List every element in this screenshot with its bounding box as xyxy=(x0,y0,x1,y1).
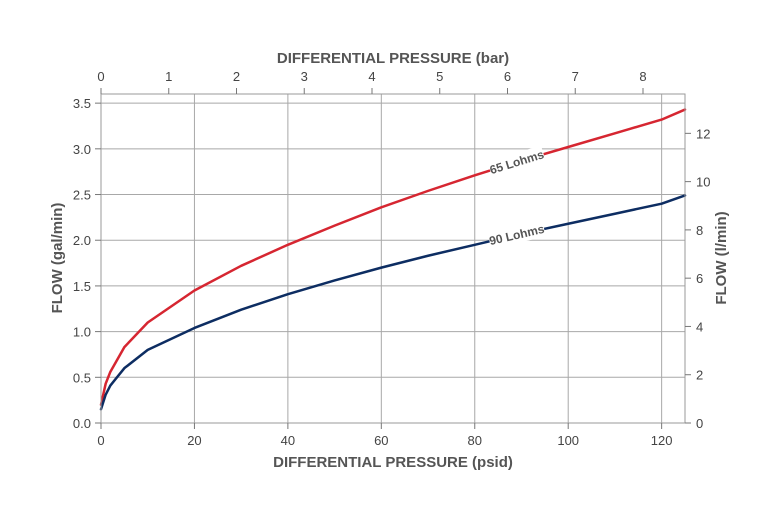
x-top-tick-label: 8 xyxy=(639,69,646,84)
x-bottom-tick-label: 0 xyxy=(97,433,104,448)
y-left-axis-title: FLOW (gal/min) xyxy=(49,203,66,314)
axis-ticks xyxy=(95,88,691,429)
y-right-tick-label: 2 xyxy=(696,368,703,383)
y-right-tick-label: 10 xyxy=(696,175,710,190)
x-bottom-axis-title: DIFFERENTIAL PRESSURE (psid) xyxy=(273,454,513,471)
x-top-tick-label: 6 xyxy=(504,69,511,84)
curve-label-background xyxy=(487,145,546,179)
y-left-tick-label: 3.5 xyxy=(73,96,91,111)
y-left-tick-label: 0.5 xyxy=(73,370,91,385)
curve-label-background xyxy=(487,219,546,249)
series-group xyxy=(99,108,687,411)
series-line-1 xyxy=(99,194,687,411)
y-left-tick-label: 1.0 xyxy=(73,325,91,340)
y-right-tick-label: 6 xyxy=(696,271,703,286)
plot-area xyxy=(101,94,685,423)
x-top-tick-label: 4 xyxy=(368,69,375,84)
y-right-tick-label: 0 xyxy=(696,416,703,431)
y-left-tick-label: 2.0 xyxy=(73,233,91,248)
y-right-tick-label: 12 xyxy=(696,126,710,141)
y-left-tick-label: 0.0 xyxy=(73,416,91,431)
x-bottom-tick-label: 60 xyxy=(374,433,388,448)
y-left-tick-label: 2.5 xyxy=(73,188,91,203)
x-bottom-tick-label: 40 xyxy=(281,433,295,448)
x-top-tick-label: 2 xyxy=(233,69,240,84)
x-bottom-tick-label: 20 xyxy=(187,433,201,448)
series-line-0 xyxy=(99,108,687,406)
y-right-axis-title: FLOW (l/min) xyxy=(713,211,730,304)
y-right-tick-label: 4 xyxy=(696,319,703,334)
x-top-tick-label: 3 xyxy=(301,69,308,84)
x-top-tick-label: 7 xyxy=(572,69,579,84)
x-bottom-tick-label: 100 xyxy=(557,433,579,448)
x-bottom-tick-label: 120 xyxy=(651,433,673,448)
x-bottom-tick-label: 80 xyxy=(468,433,482,448)
y-left-tick-label: 1.5 xyxy=(73,279,91,294)
y-left-tick-label: 3.0 xyxy=(73,142,91,157)
x-top-tick-label: 5 xyxy=(436,69,443,84)
x-top-tick-label: 0 xyxy=(97,69,104,84)
tick-labels: 0 20 40 60 80 100 1200.00.51.01.52.02.53.03.50… xyxy=(73,69,711,448)
plot-frame xyxy=(100,93,686,424)
x-top-tick-label: 1 xyxy=(165,69,172,84)
x-top-axis-title: DIFFERENTIAL PRESSURE (bar) xyxy=(277,50,509,67)
y-right-tick-label: 8 xyxy=(696,223,703,238)
grid-lines xyxy=(101,94,685,423)
